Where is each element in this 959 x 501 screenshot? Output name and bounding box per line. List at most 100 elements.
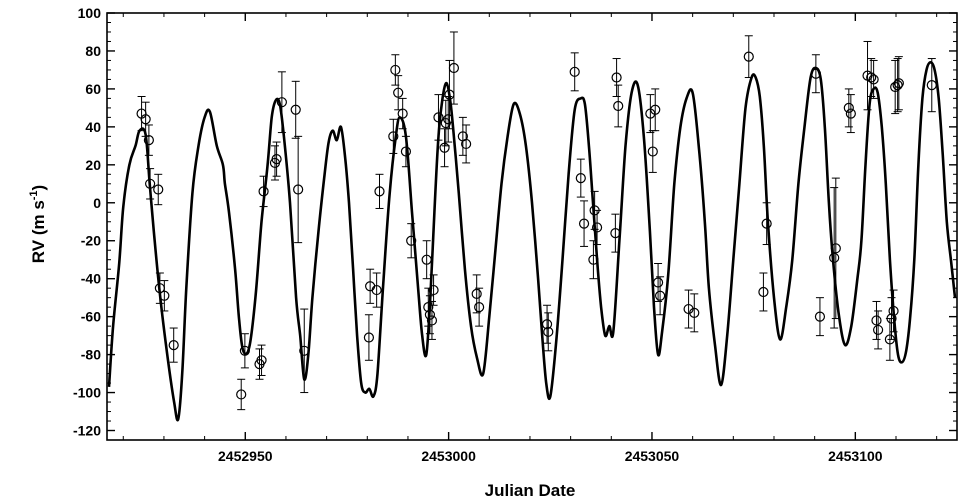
y-tick-label: -80	[81, 347, 101, 363]
point-marker	[239, 345, 250, 356]
point-marker	[843, 102, 854, 113]
point-marker	[236, 389, 247, 400]
point-marker	[845, 108, 856, 119]
point-marker	[293, 184, 304, 195]
point-marker	[890, 81, 901, 93]
data-point	[575, 158, 586, 198]
point-marker	[271, 154, 282, 165]
point-marker	[423, 302, 434, 313]
point-marker	[397, 108, 408, 119]
point-marker	[647, 146, 658, 157]
data-point	[299, 308, 310, 394]
data-point	[154, 272, 165, 304]
data-point	[761, 202, 772, 246]
data-point	[397, 97, 408, 130]
data-point	[443, 96, 454, 143]
data-point	[829, 187, 840, 329]
data-point	[448, 31, 460, 105]
axes	[106, 12, 958, 441]
point-marker	[439, 142, 450, 153]
data-point	[140, 101, 151, 137]
data-point	[890, 59, 901, 115]
point-marker	[428, 284, 439, 296]
data-point	[439, 128, 450, 168]
model-curve-layer	[107, 61, 957, 422]
point-marker	[276, 97, 287, 108]
data-point	[810, 54, 821, 94]
data-point	[143, 124, 154, 156]
y-tick-label: -60	[81, 309, 101, 325]
point-marker	[652, 277, 664, 288]
data-point	[588, 240, 599, 280]
data-point	[814, 297, 826, 337]
data-point	[830, 177, 841, 320]
data-point	[611, 58, 622, 98]
point-marker	[893, 78, 904, 89]
data-point	[843, 88, 854, 128]
y-axis-title-main: RV (m s	[29, 200, 48, 263]
data-point	[236, 378, 247, 411]
point-marker	[143, 135, 154, 146]
point-marker	[388, 131, 399, 142]
data-point	[888, 289, 899, 333]
data-point	[871, 300, 882, 340]
point-marker	[758, 286, 769, 298]
point-marker	[810, 68, 821, 79]
point-marker	[258, 186, 269, 197]
point-marker	[926, 80, 937, 91]
point-marker	[569, 66, 580, 77]
data-point	[159, 280, 170, 312]
point-marker	[892, 80, 903, 91]
x-tick-label: 2452950	[218, 448, 273, 464]
point-marker	[168, 340, 179, 351]
data-point	[873, 310, 884, 350]
x-tick-label: 2453050	[625, 448, 680, 464]
point-marker	[159, 290, 170, 301]
data-point	[424, 295, 436, 335]
point-marker	[461, 138, 472, 150]
data-point	[610, 213, 621, 253]
data-point	[578, 200, 590, 247]
point-marker	[443, 114, 454, 125]
point-marker	[591, 222, 603, 233]
data-point	[153, 173, 164, 206]
point-marker	[829, 252, 840, 263]
point-marker	[871, 315, 882, 326]
data-point	[471, 274, 482, 314]
data-point	[256, 344, 267, 376]
data-point	[290, 80, 301, 139]
x-tick-label: 2453000	[421, 448, 476, 464]
y-tick-label: -100	[73, 385, 101, 401]
y-tick-label: 60	[85, 81, 101, 97]
data-point	[168, 327, 179, 363]
data-point	[374, 173, 385, 209]
data-point	[613, 84, 624, 128]
point-marker	[424, 309, 436, 320]
point-marker	[448, 62, 460, 74]
point-marker	[650, 104, 661, 115]
data-point	[363, 314, 375, 361]
point-marker	[371, 284, 382, 296]
point-marker	[578, 218, 590, 229]
point-marker	[374, 186, 385, 197]
data-point	[569, 52, 580, 92]
data-point	[758, 272, 769, 312]
data-point	[866, 58, 877, 98]
data-point	[886, 297, 897, 340]
model-curve	[107, 61, 957, 422]
data-point	[406, 223, 417, 259]
point-marker	[689, 307, 700, 318]
y-tick-label: 0	[93, 195, 101, 211]
data-point	[926, 58, 937, 113]
point-marker	[814, 311, 826, 322]
data-point	[868, 59, 879, 99]
data-point	[421, 240, 432, 280]
point-marker	[140, 114, 151, 125]
data-point	[541, 304, 553, 344]
point-marker	[655, 290, 666, 301]
point-marker	[866, 72, 877, 83]
y-axis-title: RV (m s-1)	[28, 185, 48, 263]
data-point	[239, 333, 250, 369]
y-tick-label: -120	[73, 423, 101, 439]
point-marker	[543, 326, 554, 337]
